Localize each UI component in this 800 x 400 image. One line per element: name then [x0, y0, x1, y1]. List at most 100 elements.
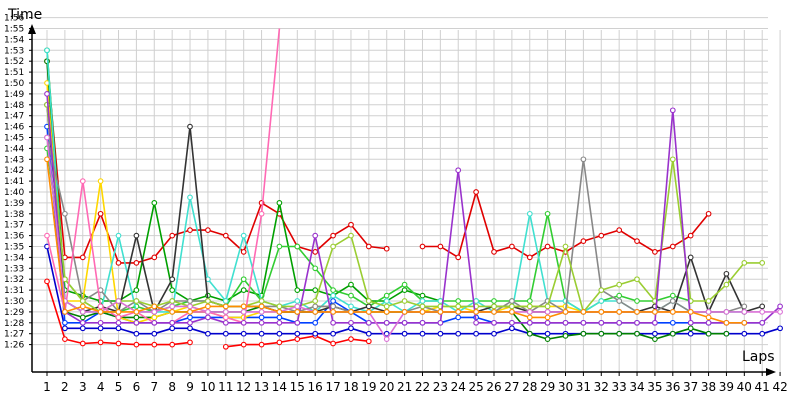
- data-point: [723, 270, 730, 277]
- series-12: [44, 101, 766, 315]
- x-tick-label: 32: [594, 380, 609, 394]
- data-point: [401, 287, 408, 293]
- data-point: [652, 336, 658, 342]
- data-point: [634, 309, 640, 315]
- data-point: [491, 330, 497, 337]
- data-point: [222, 309, 229, 315]
- data-point: [222, 330, 229, 337]
- data-point: [330, 243, 336, 250]
- data-point: [294, 243, 301, 250]
- data-point: [705, 309, 712, 315]
- x-tick-label: 30: [558, 380, 573, 394]
- y-tick-label: 1:32: [4, 275, 24, 285]
- data-point: [133, 298, 140, 304]
- data-point: [294, 303, 301, 310]
- y-tick-label: 1:52: [4, 57, 24, 67]
- data-point: [258, 298, 265, 304]
- data-point: [365, 298, 372, 304]
- data-point: [437, 243, 444, 250]
- data-point: [509, 303, 515, 310]
- data-point: [687, 254, 694, 261]
- data-point: [187, 314, 193, 321]
- data-point: [205, 330, 211, 337]
- data-point: [348, 232, 354, 239]
- data-point: [348, 325, 354, 332]
- data-point: [562, 319, 569, 326]
- data-point: [419, 298, 426, 304]
- data-point: [419, 292, 426, 299]
- data-point: [294, 336, 301, 342]
- data-point: [455, 167, 462, 174]
- data-point: [473, 309, 479, 315]
- data-point: [79, 254, 86, 261]
- data-point: [580, 330, 587, 337]
- x-tick-label: 23: [433, 380, 448, 394]
- data-point: [258, 303, 265, 310]
- data-point: [312, 303, 319, 310]
- data-point: [455, 309, 462, 315]
- data-point: [97, 303, 104, 310]
- data-point: [115, 314, 122, 321]
- x-tick-label: 24: [451, 380, 466, 394]
- data-point: [187, 298, 193, 304]
- x-tick-label: 17: [325, 380, 340, 394]
- data-point: [187, 309, 193, 315]
- data-point: [348, 221, 354, 228]
- y-tick-label: 1:30: [4, 297, 24, 307]
- x-tick-label: 9: [186, 380, 194, 394]
- y-tick-label: 1:28: [4, 319, 24, 329]
- data-point: [330, 292, 336, 299]
- x-tick-label: 33: [612, 380, 627, 394]
- data-point: [258, 330, 265, 337]
- y-tick-label: 1:48: [4, 101, 24, 111]
- data-point: [401, 319, 408, 326]
- data-point: [616, 330, 623, 337]
- data-point: [294, 319, 301, 326]
- data-point: [97, 178, 104, 184]
- y-tick-label: 1:55: [4, 25, 24, 35]
- data-point: [276, 339, 283, 346]
- y-tick-label: 1:31: [4, 286, 24, 296]
- data-point: [97, 210, 104, 217]
- data-point: [509, 243, 515, 250]
- data-point: [97, 325, 104, 332]
- data-point: [419, 243, 426, 250]
- x-tick-label: 22: [415, 380, 430, 394]
- x-tick-label: 11: [218, 380, 233, 394]
- y-tick-label: 1:45: [4, 134, 24, 144]
- data-point: [526, 210, 533, 217]
- data-point: [669, 330, 676, 337]
- data-point: [580, 309, 587, 315]
- data-point: [240, 249, 247, 255]
- data-point: [222, 298, 229, 304]
- data-point: [544, 330, 551, 337]
- data-point: [115, 319, 122, 326]
- data-point: [330, 232, 336, 239]
- data-point: [652, 319, 658, 326]
- data-point: [437, 319, 444, 326]
- y-tick-label: 1:27: [4, 330, 24, 340]
- data-point: [741, 303, 748, 310]
- data-point: [205, 309, 211, 315]
- data-point: [365, 309, 372, 315]
- data-point: [115, 260, 122, 266]
- data-point: [598, 232, 605, 239]
- data-point: [544, 210, 551, 217]
- x-tick-label: 28: [522, 380, 537, 394]
- data-point: [687, 319, 694, 326]
- data-point: [634, 238, 640, 244]
- data-point: [455, 330, 462, 337]
- data-point: [491, 319, 497, 326]
- data-point: [616, 227, 623, 233]
- data-point: [169, 287, 176, 293]
- x-tick-label: 4: [97, 380, 105, 394]
- data-point: [133, 232, 140, 239]
- data-point: [115, 298, 122, 304]
- data-point: [526, 314, 533, 321]
- data-point: [509, 309, 515, 315]
- data-point: [169, 276, 176, 283]
- data-point: [222, 319, 229, 326]
- data-point: [598, 287, 605, 293]
- data-point: [687, 309, 694, 315]
